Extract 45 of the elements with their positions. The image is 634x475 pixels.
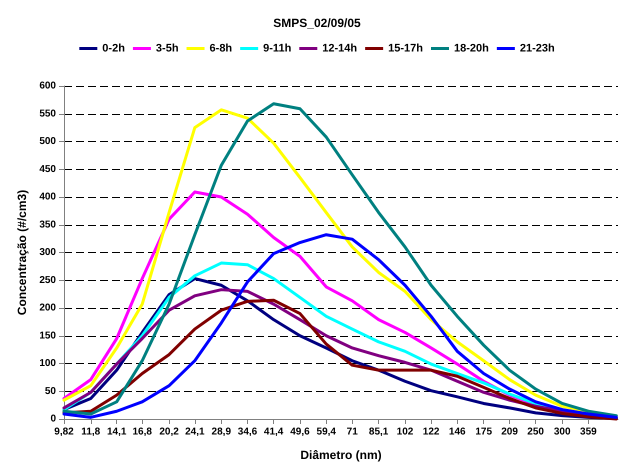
x-tick-label: 41,4 bbox=[264, 426, 284, 438]
x-tick-label: 146 bbox=[448, 426, 466, 438]
y-axis-title: Concentração (#/cm3) bbox=[15, 190, 29, 316]
x-tick-label: 49,6 bbox=[290, 426, 310, 438]
x-tick-label: 209 bbox=[501, 426, 518, 438]
legend-label: 12-14h bbox=[322, 42, 358, 54]
legend-label: 9-11h bbox=[263, 42, 292, 54]
x-tick-label: 359 bbox=[580, 426, 598, 438]
y-tick-label: 550 bbox=[39, 108, 56, 120]
x-tick-label: 300 bbox=[554, 426, 571, 438]
x-tick-label: 16,8 bbox=[132, 426, 152, 438]
x-tick-label: 14,1 bbox=[106, 426, 127, 438]
x-tick-label: 59,4 bbox=[316, 426, 336, 438]
y-tick-label: 100 bbox=[39, 358, 56, 369]
x-tick-label: 71 bbox=[346, 426, 358, 438]
x-axis-title: Diâmetro (nm) bbox=[300, 448, 382, 462]
x-tick-label: 11,8 bbox=[81, 426, 101, 438]
x-tick-label: 24,1 bbox=[185, 426, 205, 438]
x-tick-label: 175 bbox=[475, 426, 492, 438]
y-tick-label: 400 bbox=[39, 192, 56, 202]
legend-label: 6-8h bbox=[210, 42, 232, 54]
y-tick-label: 500 bbox=[39, 136, 56, 147]
legend-label: 3-5h bbox=[156, 42, 179, 54]
legend-label: 21-23h bbox=[520, 42, 555, 54]
x-tick-label: 122 bbox=[422, 426, 440, 438]
y-tick-label: 450 bbox=[39, 164, 56, 175]
y-tick-label: 150 bbox=[39, 330, 56, 342]
y-tick-label: 600 bbox=[39, 80, 56, 92]
legend-label: 15-17h bbox=[388, 42, 424, 54]
x-tick-label: 34,6 bbox=[238, 426, 258, 438]
x-tick-label: 102 bbox=[396, 426, 414, 438]
x-tick-label: 250 bbox=[527, 426, 544, 438]
x-tick-label: 28,9 bbox=[212, 426, 232, 438]
chart-title: SMPS_02/09/05 bbox=[273, 16, 362, 30]
legend-label: 18-20h bbox=[454, 42, 490, 54]
y-tick-label: 200 bbox=[39, 302, 56, 314]
y-tick-label: 50 bbox=[44, 386, 56, 397]
x-tick-label: 9,82 bbox=[54, 426, 74, 438]
y-tick-label: 250 bbox=[39, 274, 56, 286]
x-tick-label: 20,2 bbox=[159, 426, 180, 438]
y-tick-label: 0 bbox=[50, 414, 56, 424]
y-tick-label: 300 bbox=[39, 247, 56, 258]
legend-label: 0-2h bbox=[102, 42, 126, 54]
y-tick-label: 350 bbox=[39, 219, 56, 230]
x-tick-label: 85,1 bbox=[368, 426, 389, 438]
